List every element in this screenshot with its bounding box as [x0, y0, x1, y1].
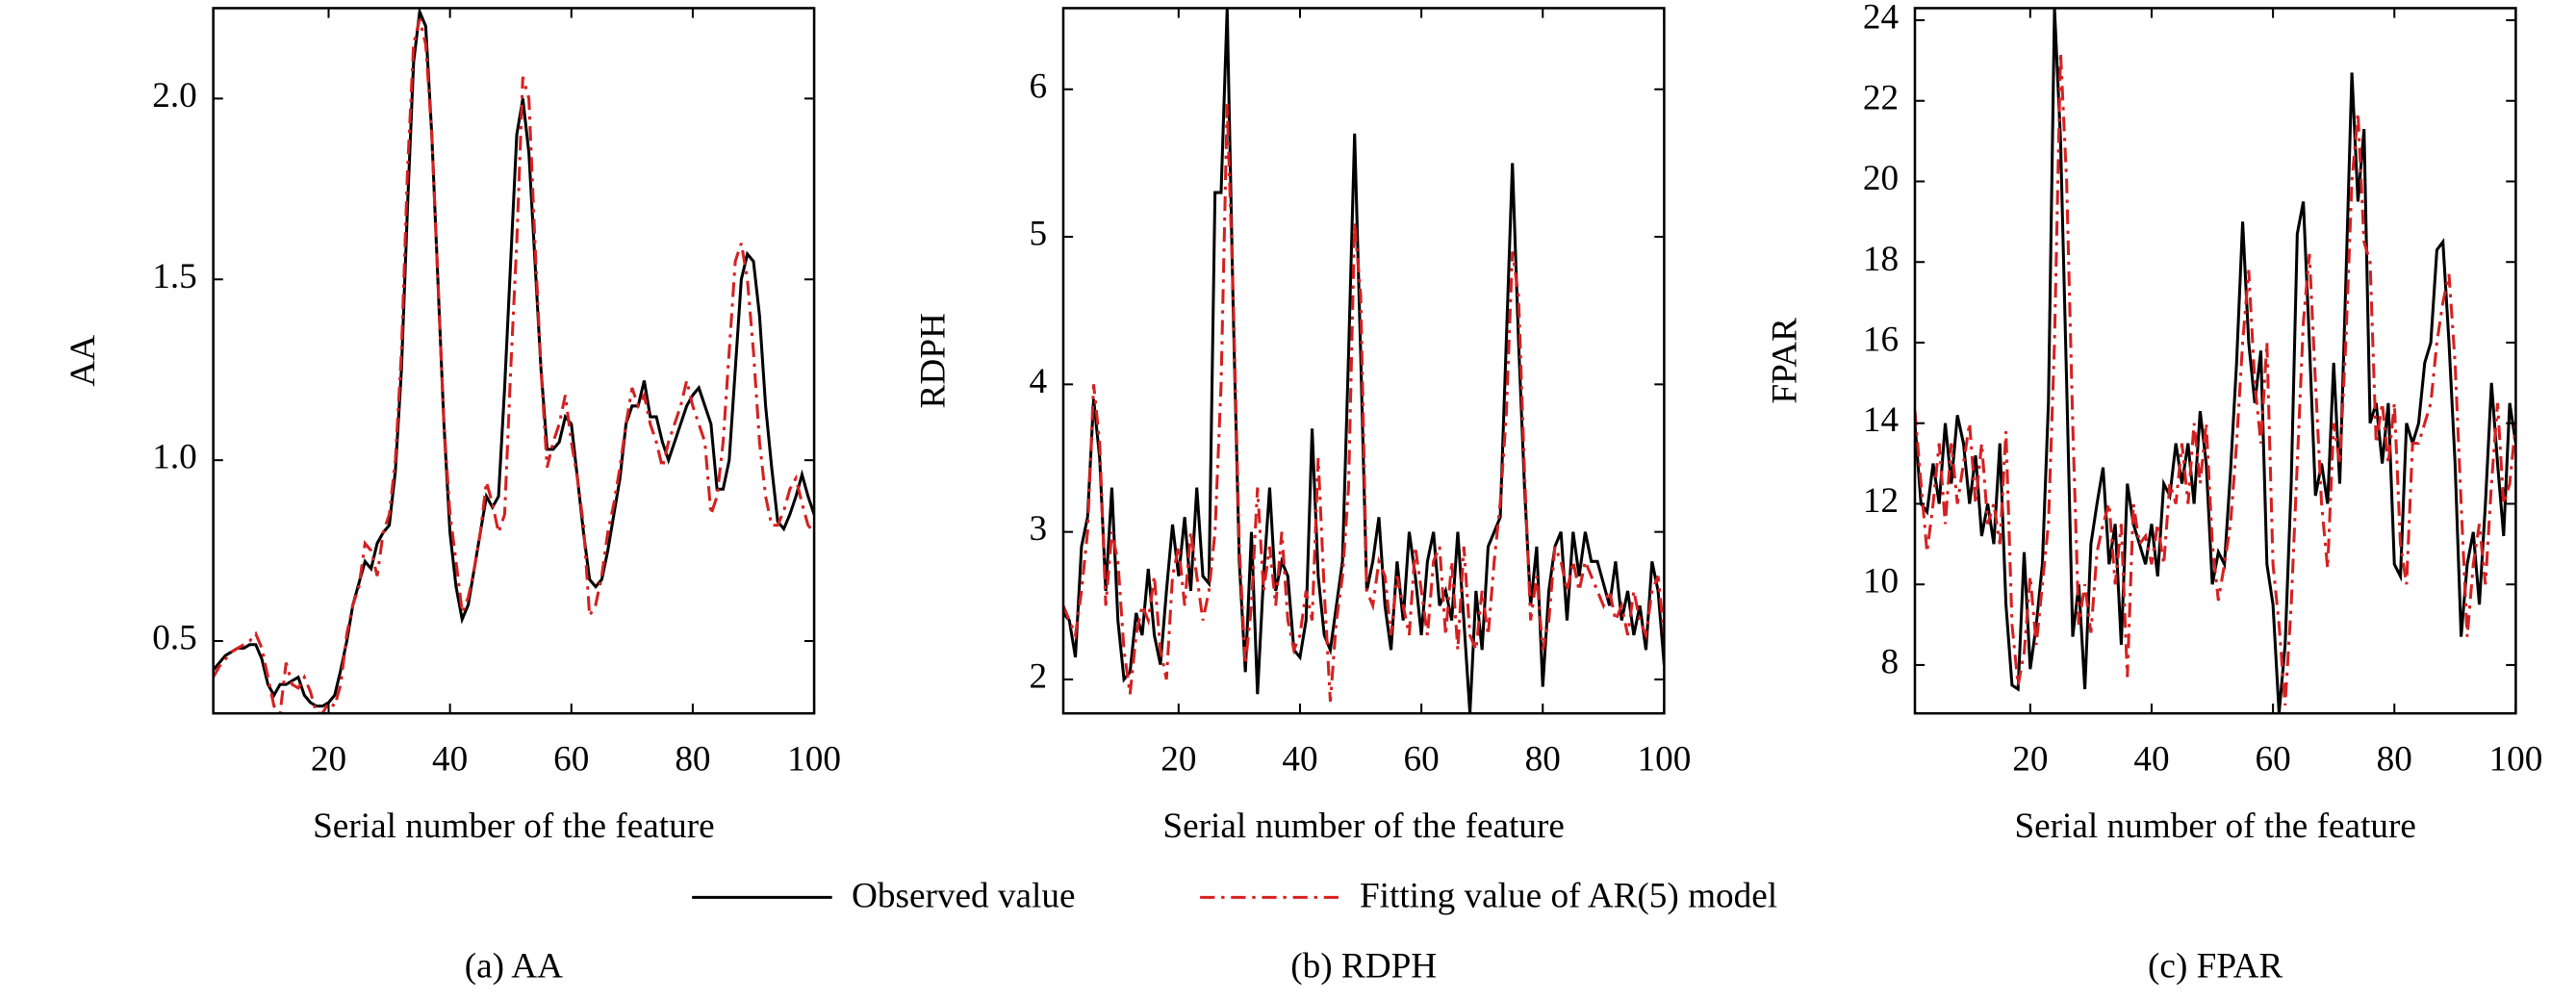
x-tick-label: 100: [1637, 739, 1691, 779]
x-tick-label: 40: [1282, 739, 1317, 779]
plot-frame: [1913, 7, 2517, 715]
y-tick-label: 18: [1863, 240, 1899, 279]
y-tick-label: 0.5: [152, 619, 197, 658]
x-axis-label: Serial number of the feature: [1162, 807, 1565, 846]
x-tick-label: 100: [2488, 739, 2542, 779]
plot-frame: [212, 7, 816, 715]
x-tick-label: 20: [2012, 739, 2048, 779]
x-tick-label: 20: [1160, 739, 1196, 779]
y-tick-label: 2: [1029, 656, 1047, 696]
legend-label: Observed value: [852, 877, 1076, 916]
x-tick-label: 60: [2256, 739, 2291, 779]
plot-frame: [1061, 7, 1666, 715]
x-tick-label: 80: [675, 739, 710, 779]
y-tick-label: 1.5: [152, 257, 197, 296]
y-tick-label: 24: [1863, 0, 1900, 38]
y-tick-label: 1.0: [152, 438, 197, 477]
y-tick-label: 20: [1863, 159, 1899, 198]
caption: (a) AA: [465, 946, 563, 986]
series-line: [213, 18, 815, 714]
x-tick-label: 20: [311, 739, 346, 779]
caption: (b) RDPH: [1290, 946, 1437, 986]
caption: (c) FPAR: [2148, 946, 2283, 986]
x-tick-label: 40: [2133, 739, 2169, 779]
y-tick-label: 10: [1863, 562, 1899, 602]
y-axis-label: RDPH: [914, 313, 954, 408]
y-axis-label: FPAR: [1766, 318, 1805, 404]
y-axis-label: AA: [64, 335, 103, 387]
y-tick-label: 2.0: [152, 76, 197, 115]
legend-label: Fitting value of AR(5) model: [1360, 877, 1777, 916]
y-tick-label: 3: [1029, 509, 1047, 549]
x-tick-label: 100: [787, 739, 841, 779]
x-tick-label: 60: [1403, 739, 1439, 779]
series-line: [1062, 8, 1665, 714]
x-axis-label: Serial number of the feature: [2014, 807, 2416, 846]
x-tick-label: 60: [553, 739, 589, 779]
y-tick-label: 4: [1029, 362, 1047, 401]
x-tick-label: 80: [1525, 739, 1561, 779]
y-tick-label: 22: [1863, 78, 1899, 117]
y-tick-label: 12: [1863, 481, 1899, 521]
y-tick-label: 5: [1029, 215, 1047, 254]
y-tick-label: 16: [1863, 321, 1899, 360]
x-tick-label: 40: [432, 739, 468, 779]
series-line: [1914, 8, 2516, 714]
series-line: [213, 8, 815, 708]
series-line: [1062, 104, 1665, 703]
y-tick-label: 14: [1863, 400, 1900, 440]
y-tick-label: 6: [1029, 66, 1047, 106]
series-line: [1914, 52, 2516, 705]
x-axis-label: Serial number of the feature: [313, 807, 714, 846]
x-tick-label: 80: [2377, 739, 2412, 779]
y-tick-label: 8: [1880, 642, 1899, 681]
